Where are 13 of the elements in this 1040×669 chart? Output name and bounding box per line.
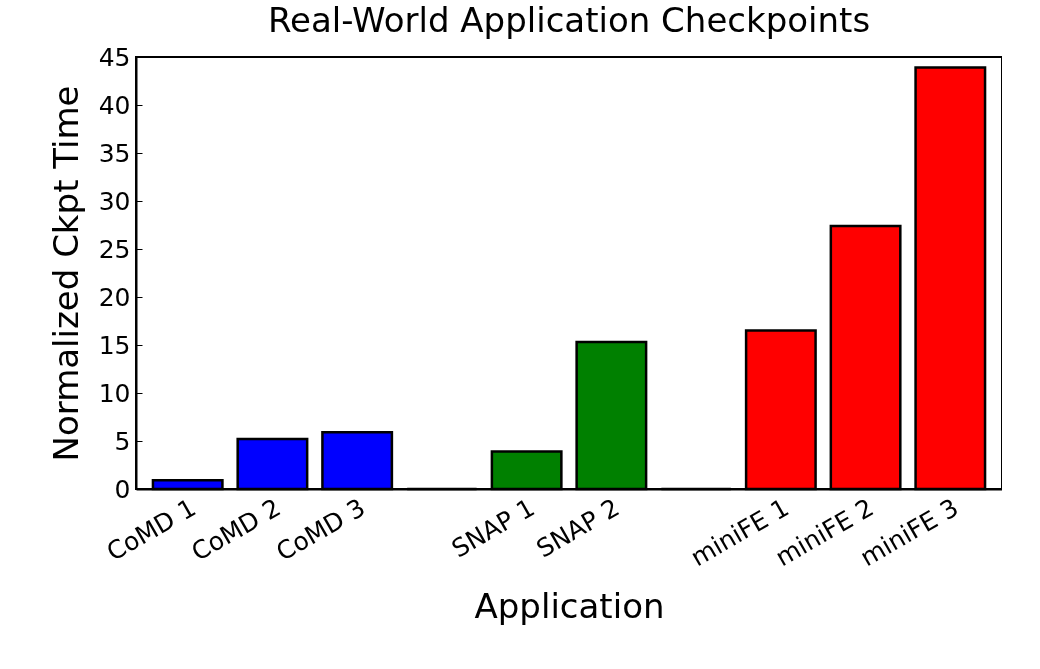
y-tick-label: 40 bbox=[98, 90, 131, 120]
y-tick-label: 30 bbox=[98, 186, 131, 216]
y-tick-label: 5 bbox=[114, 426, 131, 456]
y-tick-label: 35 bbox=[98, 138, 131, 168]
y-tick-label: 10 bbox=[98, 378, 131, 408]
y-tick-label: 20 bbox=[98, 282, 131, 312]
chart-title: Real-World Application Checkpoints bbox=[267, 0, 871, 40]
y-tick-label: 0 bbox=[114, 474, 131, 504]
y-tick-label: 45 bbox=[98, 42, 131, 72]
y-tick-label: 15 bbox=[98, 330, 131, 360]
y-tick-label: 25 bbox=[98, 234, 131, 264]
x-axis-title: Application bbox=[474, 586, 665, 627]
y-axis-title: Normalized Ckpt Time bbox=[45, 85, 86, 462]
